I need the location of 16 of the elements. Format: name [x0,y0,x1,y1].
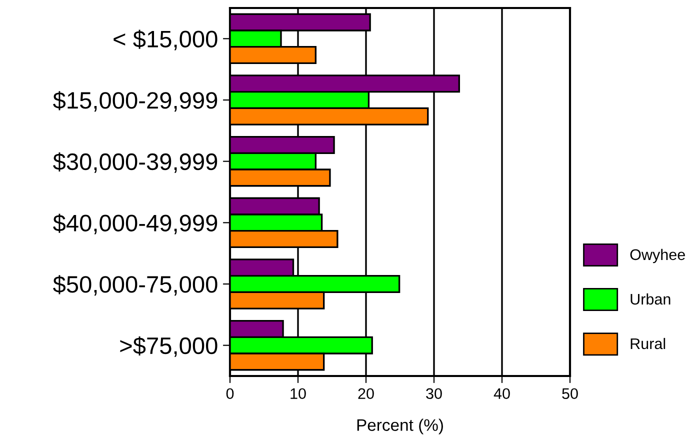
x-tick-label: 20 [358,388,374,400]
y-tick-label: < $15,000 [114,30,218,50]
x-tick-label: 40 [494,388,510,400]
y-tick-label: $40,000-49,999 [53,214,218,234]
x-tick-label: 30 [426,388,442,400]
x-tick-label: 10 [290,388,306,400]
y-tick-label: $15,000-29,999 [53,91,218,112]
y-tick-label: $50,000-75,000 [53,275,218,296]
y-tick-label: >$75,000 [120,336,218,357]
x-tick-label: 50 [562,388,578,400]
legend-label: Owyhee [630,248,685,264]
y-tick-label: $30,000-39,999 [53,152,218,173]
legend-label: Rural [630,338,666,350]
x-axis-title: Percent (%) [357,418,443,434]
x-tick-label: 0 [226,388,234,400]
legend-label: Urban [630,293,670,305]
